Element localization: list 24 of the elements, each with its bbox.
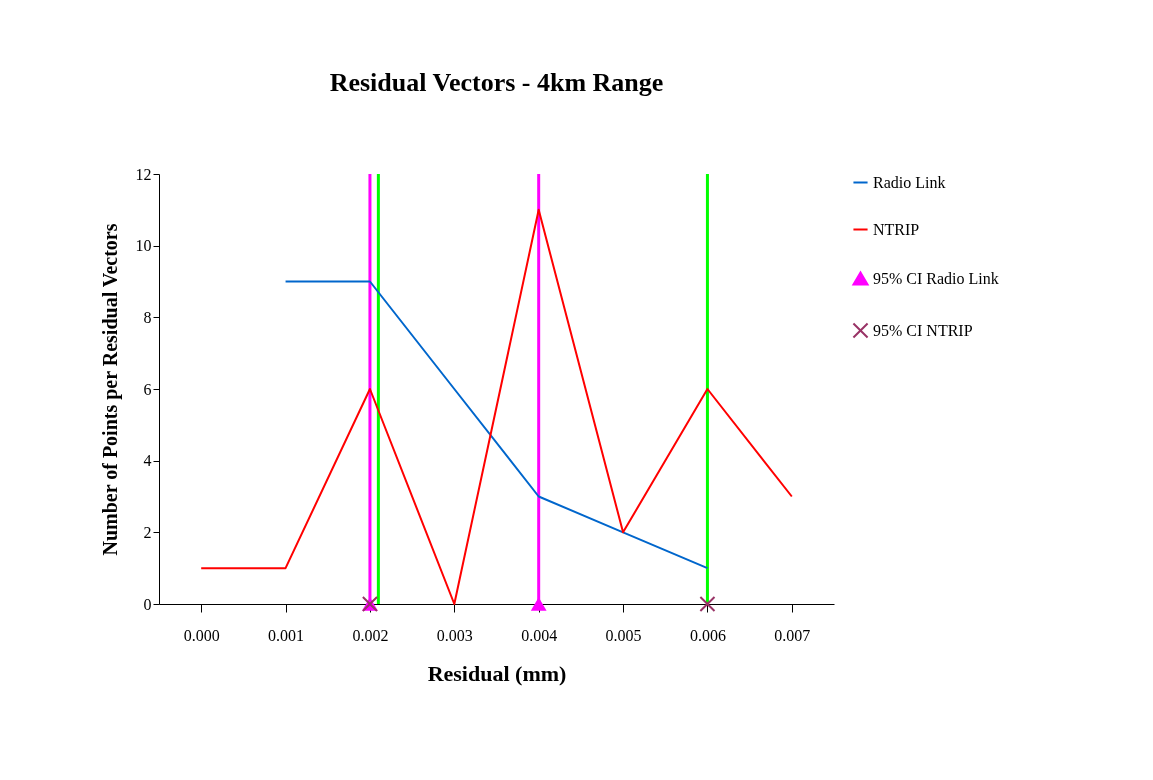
line-series [200, 208, 793, 605]
x-tick-label: 0.005 [605, 626, 642, 644]
legend-label: Radio Link [873, 173, 946, 191]
legend-label: 95% CI NTRIP [873, 321, 973, 339]
x-tick-label: 0.006 [689, 626, 726, 644]
y-tick-label: 8 [143, 308, 152, 326]
y-tick-label: 10 [135, 237, 152, 255]
y-tick-label: 12 [135, 165, 152, 183]
x-axis-title: Residual (mm) [427, 660, 567, 686]
x-tick-label: 0.003 [436, 626, 473, 644]
y-tick-label: 0 [143, 595, 152, 613]
x-tick-label: 0.007 [774, 626, 811, 644]
x-tick-label: 0.002 [352, 626, 389, 644]
legend-label: NTRIP [873, 220, 920, 238]
x-tick-label: 0.004 [521, 626, 558, 644]
x-tick-label: 0.000 [183, 626, 220, 644]
x-tick-label: 0.001 [268, 626, 305, 644]
y-tick-label: 2 [143, 523, 152, 541]
y-tick-label: 4 [143, 452, 152, 470]
line-series [284, 280, 709, 570]
chart-title: Residual Vectors - 4km Range [329, 68, 664, 97]
legend-label: 95% CI Radio Link [873, 269, 999, 287]
y-axis-title: Number of Points per Residual Vectors [98, 223, 122, 556]
y-tick-label: 6 [143, 380, 152, 398]
